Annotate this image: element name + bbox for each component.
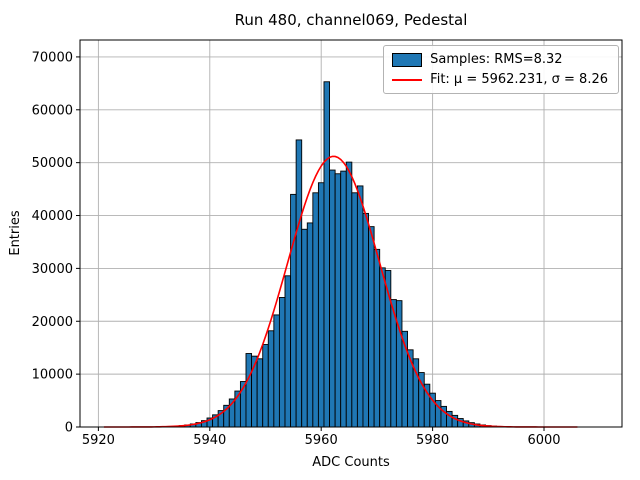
- histogram-bar: [290, 193, 297, 428]
- histogram-bar: [340, 170, 347, 428]
- histogram-bar: [334, 173, 342, 428]
- chart-title: Run 480, channel069, Pedestal: [235, 11, 468, 29]
- histogram-bar: [306, 222, 314, 428]
- y-tick-label: 70000: [32, 50, 73, 65]
- legend-label-samples: Samples: RMS=8.32: [430, 52, 563, 67]
- fit-line-swatch-icon: [392, 73, 423, 87]
- histogram-bar: [245, 353, 253, 428]
- histogram-bar: [256, 358, 264, 428]
- histogram-bar: [301, 228, 308, 428]
- histogram-bar: [295, 139, 303, 428]
- histogram-bar: [362, 212, 369, 428]
- y-tick-label: 40000: [32, 209, 73, 224]
- histogram-bar: [373, 248, 381, 428]
- legend: Samples: RMS=8.32 Fit: μ = 5962.231, σ =…: [383, 45, 619, 94]
- histogram-bar: [379, 267, 386, 428]
- histogram-bar: [356, 185, 364, 428]
- x-tick-label: 5960: [305, 433, 338, 448]
- histogram-bar: [351, 192, 358, 428]
- histogram-bar: [323, 81, 331, 428]
- histogram-bar: [267, 330, 275, 428]
- y-axis-label: Entries: [8, 210, 23, 256]
- y-tick-label: 20000: [32, 315, 73, 330]
- histogram-swatch-icon: [392, 52, 423, 67]
- y-tick-label: 10000: [32, 368, 73, 383]
- x-tick-label: 5920: [82, 433, 115, 448]
- x-tick-label: 5940: [193, 433, 226, 448]
- axis-ticks: 5920 5940 5960 5980 600001000020000300004000…: [32, 50, 561, 448]
- histogram-bars: [161, 81, 509, 428]
- histogram-bar: [262, 344, 269, 428]
- histogram-bar: [368, 226, 375, 428]
- y-tick-label: 30000: [32, 262, 73, 277]
- histogram-bar: [329, 169, 336, 428]
- y-tick-label: 0: [65, 421, 73, 436]
- legend-item-fit: Fit: μ = 5962.231, σ = 8.26: [392, 72, 608, 87]
- x-axis-label: ADC Counts: [312, 455, 390, 470]
- histogram-bar: [284, 275, 292, 428]
- histogram-bar: [317, 182, 325, 428]
- axes-frame: [79, 39, 623, 428]
- histogram-bar: [273, 314, 280, 428]
- x-tick-label: 5980: [416, 433, 449, 448]
- legend-label-fit: Fit: μ = 5962.231, σ = 8.26: [430, 72, 608, 87]
- y-tick-label: 50000: [32, 156, 73, 171]
- y-tick-label: 60000: [32, 103, 73, 118]
- legend-item-samples: Samples: RMS=8.32: [392, 52, 608, 67]
- histogram-bar: [278, 297, 286, 428]
- histogram-bar: [312, 192, 319, 428]
- x-tick-label: 6000: [527, 433, 560, 448]
- histogram-bar: [345, 161, 353, 428]
- histogram-bar: [395, 300, 403, 428]
